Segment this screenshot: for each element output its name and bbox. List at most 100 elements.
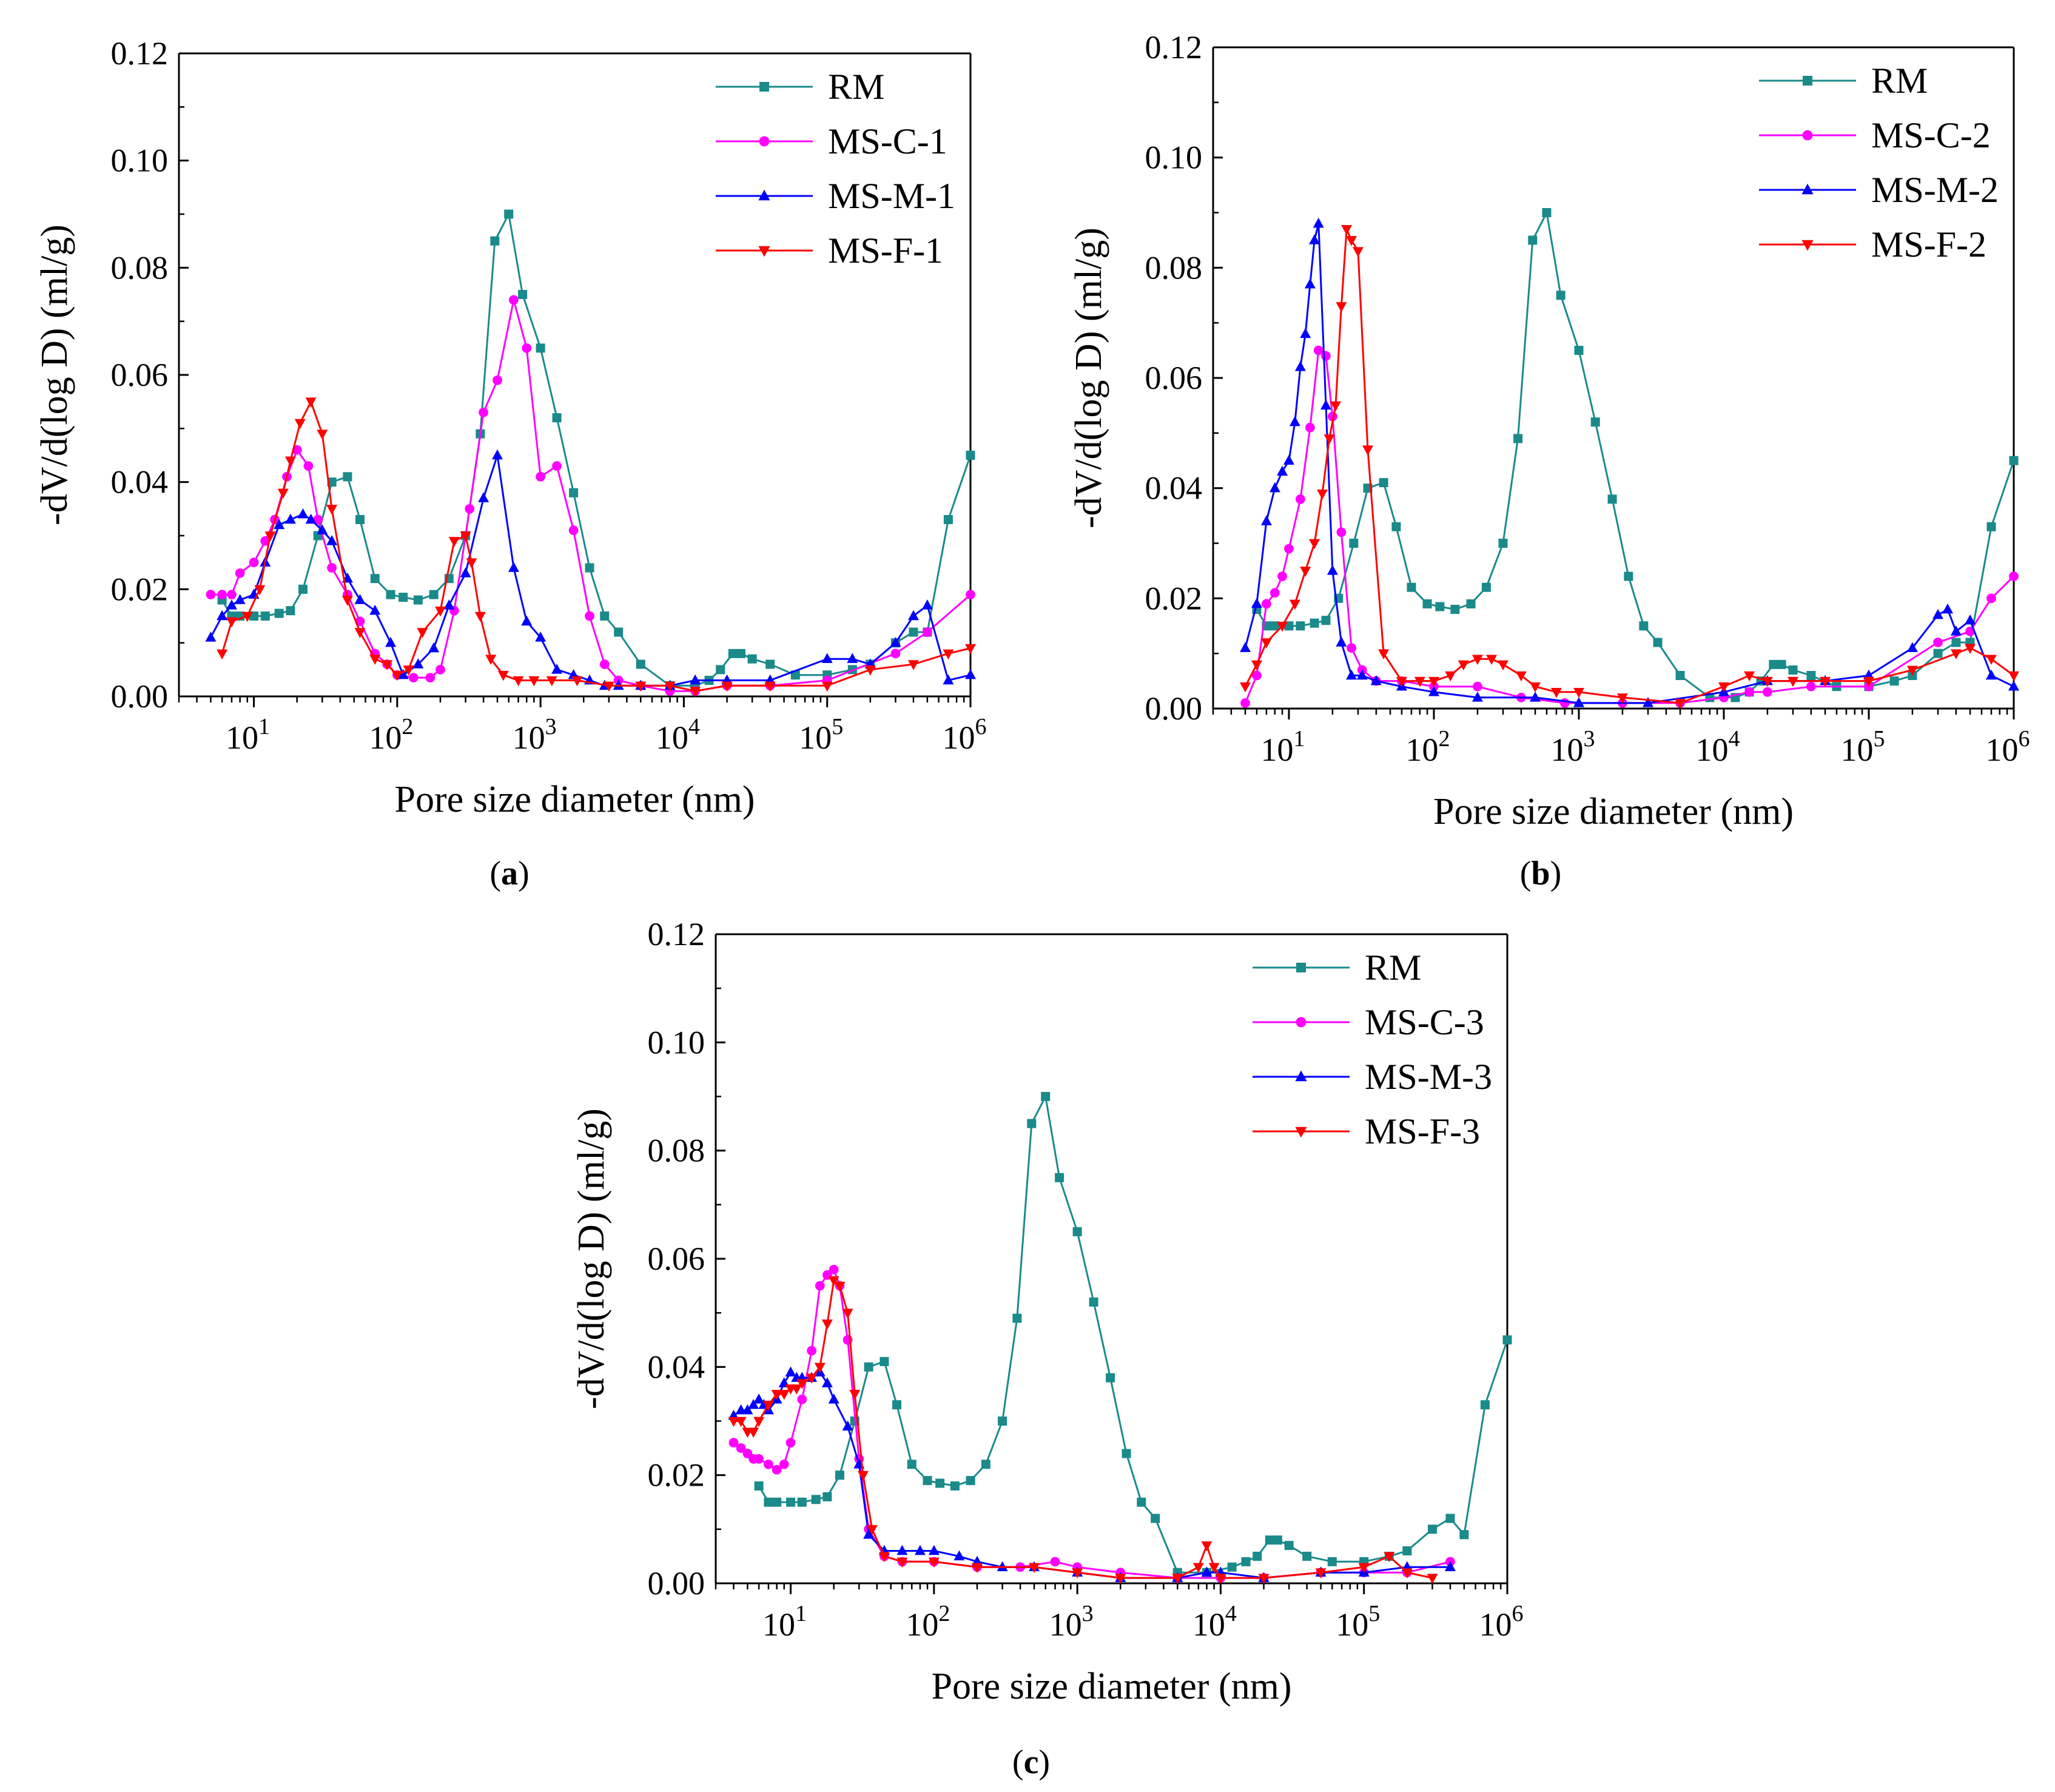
data-point (1277, 622, 1288, 632)
data-point (1806, 681, 1816, 692)
data-point (1985, 669, 1997, 680)
data-point (355, 515, 365, 524)
data-point (1201, 1541, 1212, 1552)
legend-marker (1803, 76, 1812, 86)
data-point (1624, 571, 1633, 581)
data-point (1933, 638, 1943, 647)
data-point (1391, 522, 1401, 531)
data-point (828, 1276, 839, 1287)
data-point (1362, 445, 1374, 456)
data-point (397, 669, 409, 679)
data-point (429, 590, 439, 599)
data-point (1950, 649, 1962, 659)
data-point (1251, 660, 1262, 671)
data-point (1550, 688, 1562, 698)
data-point (382, 660, 393, 670)
data-point (1471, 655, 1483, 665)
data-point (1310, 618, 1319, 628)
data-point (1513, 434, 1523, 443)
data-point (765, 659, 775, 669)
data-point (815, 1281, 825, 1291)
data-point (1346, 236, 1357, 246)
data-point (890, 636, 901, 647)
data-point (226, 617, 237, 628)
data-point (1428, 686, 1439, 696)
data-point (1072, 1227, 1082, 1236)
data-point (1309, 539, 1320, 550)
data-point (742, 1404, 753, 1415)
data-point (1323, 434, 1335, 445)
data-point (217, 590, 227, 600)
data-point (1379, 478, 1388, 488)
data-point (1294, 361, 1306, 371)
data-point (569, 488, 579, 497)
data-point (1942, 603, 1954, 614)
data-point (1965, 644, 1976, 654)
data-point (1305, 422, 1315, 433)
x-axis-title: Pore size diameter (nm) (395, 779, 755, 820)
data-point (914, 1544, 926, 1555)
data-point (965, 669, 976, 679)
data-point (1260, 638, 1272, 648)
data-point (1590, 417, 1600, 427)
data-point (1284, 1541, 1294, 1551)
panel-label: (c) (1012, 1743, 1050, 1781)
data-point (1252, 670, 1262, 681)
data-point (535, 632, 547, 642)
data-point (1251, 598, 1262, 608)
data-point (748, 1427, 759, 1438)
data-point (1950, 625, 1962, 636)
data-point (206, 590, 216, 600)
data-point (907, 1460, 917, 1469)
data-point (277, 488, 289, 499)
data-point (1269, 482, 1280, 493)
data-point (828, 1393, 839, 1404)
data-point (234, 594, 246, 604)
data-point (1985, 655, 1997, 665)
data-point (1459, 1530, 1469, 1540)
data-point (490, 236, 500, 246)
data-point (928, 1557, 940, 1568)
data-point (1265, 1535, 1274, 1545)
x-tick-label: 103 (513, 714, 557, 756)
data-point (274, 608, 284, 618)
data-point (1089, 1297, 1098, 1307)
data-point (492, 449, 503, 460)
data-point (305, 397, 317, 408)
data-point (664, 681, 676, 692)
data-point (1806, 671, 1816, 680)
legend-label: RM (1871, 61, 1928, 101)
data-point (1336, 302, 1347, 312)
series-line (1244, 348, 2015, 704)
data-point (1050, 1557, 1060, 1567)
data-point (1201, 1566, 1212, 1577)
data-point (864, 665, 876, 676)
data-point (341, 596, 353, 606)
data-point (284, 456, 296, 467)
series-line (1244, 229, 2014, 704)
data-point (721, 681, 733, 692)
data-point (1349, 539, 1359, 548)
data-point (1273, 1535, 1282, 1545)
data-point (1277, 465, 1288, 476)
data-point (1932, 608, 1944, 619)
data-point (1277, 571, 1287, 581)
data-point (1498, 660, 1509, 671)
legend-marker (1295, 1070, 1307, 1082)
data-point (896, 1557, 908, 1568)
y-tick-label: 0.00 (648, 1565, 705, 1602)
data-point (1718, 682, 1729, 693)
data-point (1616, 693, 1628, 704)
series-ms-f-1 (217, 397, 976, 697)
data-point (585, 563, 594, 573)
data-point (443, 599, 455, 610)
data-point (317, 524, 328, 534)
legend-entry: RM (716, 67, 884, 107)
x-tick-label: 102 (369, 714, 413, 756)
data-point (943, 515, 953, 524)
data-point (385, 636, 397, 647)
data-point (528, 676, 540, 687)
data-point (1240, 642, 1251, 652)
data-point (1240, 698, 1250, 708)
x-tick-label: 101 (762, 1601, 807, 1643)
